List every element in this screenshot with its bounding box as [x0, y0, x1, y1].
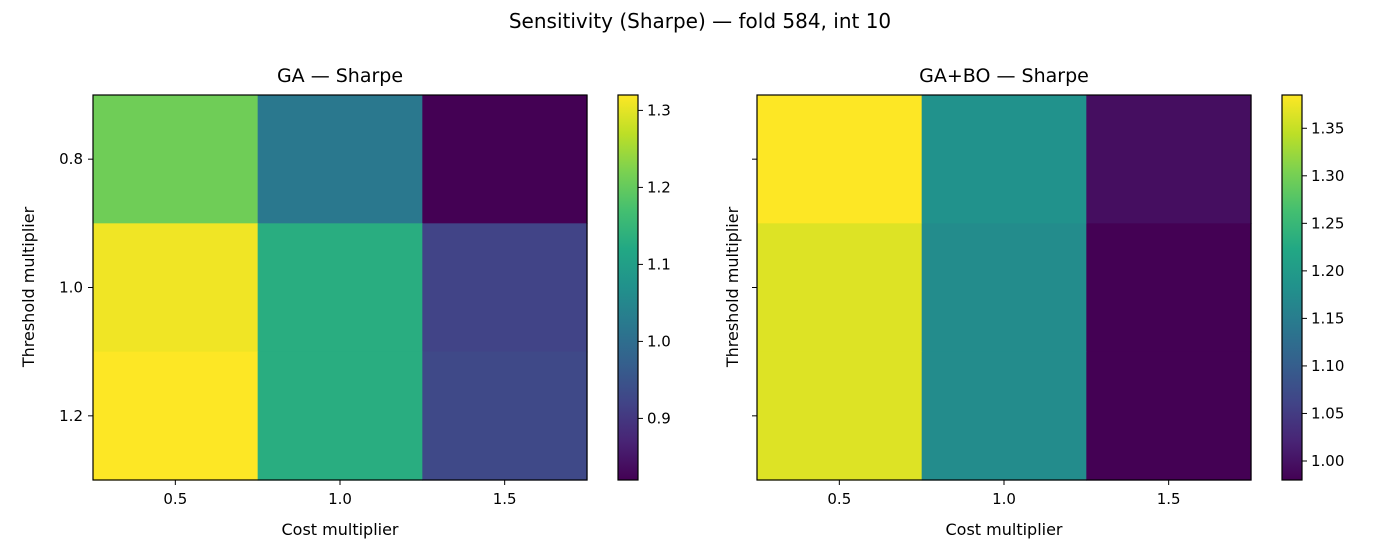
x-axis-label: Cost multiplier [945, 520, 1062, 539]
heatmap-cell [93, 351, 259, 481]
heatmap-cell [257, 95, 423, 224]
panel-title: GA — Sharpe [277, 65, 403, 87]
heatmap-cell [921, 223, 1087, 353]
x-tick-label: 1.0 [328, 490, 352, 508]
heatmap-cell [757, 351, 923, 481]
colorbar-ticks: 0.9 1.0 1.1 1.2 1.3 [638, 101, 671, 427]
colorbar-frame [617, 94, 639, 481]
heatmap-cells [757, 95, 1252, 481]
heatmap-cell [921, 95, 1087, 224]
y-axis-ticks [752, 158, 757, 417]
x-tick-label: 1.5 [493, 490, 517, 508]
colorbar-tick-label: 1.3 [647, 101, 671, 119]
colorbar-gradient [618, 95, 638, 480]
colorbar-tick-label: 1.15 [1311, 309, 1344, 327]
colorbar: 0.9 1.0 1.1 1.2 1.3 [617, 94, 671, 481]
x-axis-ticks: 0.5 1.0 1.5 [827, 480, 1181, 508]
y-axis-ticks: 0.8 1.0 1.2 [59, 150, 93, 425]
y-tick-label: 1.0 [59, 279, 83, 297]
heatmap-cells [93, 95, 588, 481]
x-tick-label: 0.5 [163, 490, 187, 508]
colorbar-tick-label: 1.20 [1311, 262, 1344, 280]
x-tick-label: 1.5 [1157, 490, 1181, 508]
colorbar-tick-label: 1.25 [1311, 214, 1344, 232]
heatmap-cell [422, 223, 588, 353]
heatmap-cell [93, 223, 259, 353]
colorbar-tick-label: 0.9 [647, 409, 671, 427]
heatmap-cell [1086, 351, 1252, 481]
heatmap-cell [422, 95, 588, 224]
colorbar-tick-label: 1.0 [647, 332, 671, 350]
x-tick-label: 1.0 [992, 490, 1016, 508]
heatmap-cell [257, 223, 423, 353]
heatmap-cell [93, 95, 259, 224]
heatmap-panel-ga: GA — Sharpe 0.5 1.0 1.5 0.8 1.0 1.2 Cost mul… [19, 65, 671, 539]
x-tick-label: 0.5 [827, 490, 851, 508]
heatmap-cell [921, 351, 1087, 481]
panel-title: GA+BO — Sharpe [919, 65, 1089, 87]
heatmap-cell [422, 351, 588, 481]
y-axis-label: Threshold multiplier [723, 206, 742, 368]
heatmap-cell [1086, 95, 1252, 224]
y-tick-label: 1.2 [59, 407, 83, 425]
colorbar-tick-label: 1.30 [1311, 167, 1344, 185]
y-axis-label: Threshold multiplier [19, 206, 38, 368]
colorbar-tick-label: 1.00 [1311, 452, 1344, 470]
x-axis-ticks: 0.5 1.0 1.5 [163, 480, 517, 508]
heatmap-cell [1086, 223, 1252, 353]
heatmap-cell [757, 223, 923, 353]
colorbar-tick-label: 1.10 [1311, 357, 1344, 375]
x-axis-label: Cost multiplier [281, 520, 398, 539]
colorbar: 1.00 1.05 1.10 1.15 1.20 1.25 1.30 1.35 [1281, 94, 1344, 481]
colorbar-ticks: 1.00 1.05 1.10 1.15 1.20 1.25 1.30 1.35 [1302, 119, 1344, 470]
colorbar-tick-label: 1.05 [1311, 404, 1344, 422]
heatmap-cell [257, 351, 423, 481]
y-tick-label: 0.8 [59, 150, 83, 168]
heatmap-panel-ga-bo: GA+BO — Sharpe 0.5 1.0 1.5 Cost multiplier… [723, 65, 1344, 539]
colorbar-tick-label: 1.1 [647, 255, 671, 273]
colorbar-frame [1281, 94, 1303, 481]
colorbar-tick-label: 1.35 [1311, 119, 1344, 137]
colorbar-gradient [1282, 95, 1302, 480]
figure-title: Sensitivity (Sharpe) — fold 584, int 10 [509, 9, 891, 33]
colorbar-tick-label: 1.2 [647, 178, 671, 196]
heatmap-cell [757, 95, 923, 224]
